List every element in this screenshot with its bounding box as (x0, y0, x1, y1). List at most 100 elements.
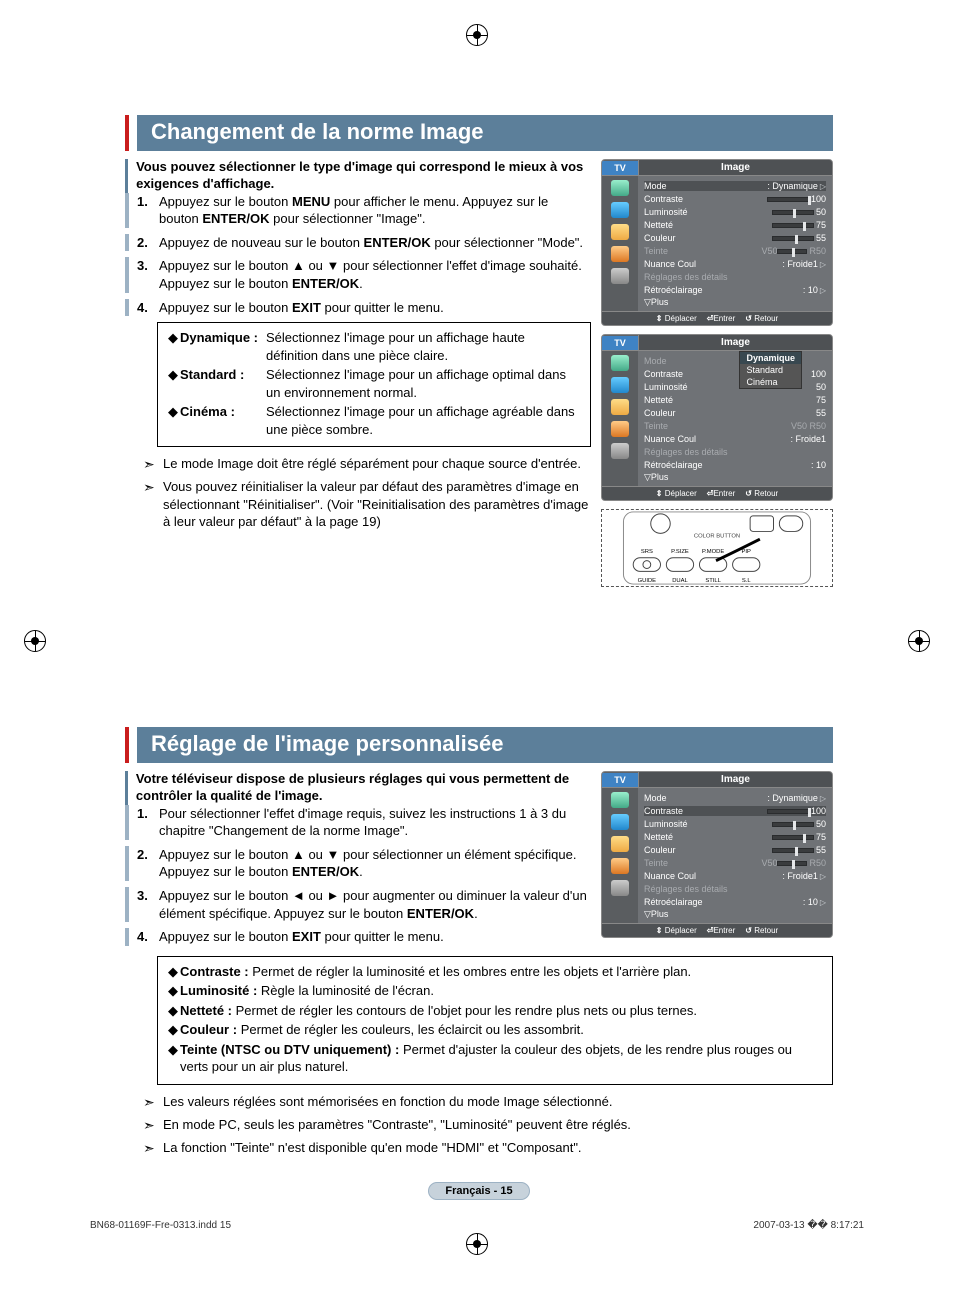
note-icon: ➣ (143, 1116, 163, 1135)
dropdown-item: Dynamique (740, 352, 801, 364)
osd-row-value: : 10 (803, 285, 818, 295)
osd-row-label: Rétroéclairage (644, 460, 756, 470)
page-number: Français - 15 (125, 1182, 833, 1200)
remote-label: COLOR BUTTON (694, 533, 740, 539)
step-text: Appuyez sur le bouton EXIT pour quitter … (159, 299, 591, 317)
note-text: En mode PC, seuls les paramètres "Contra… (163, 1116, 833, 1135)
section-2: Réglage de l'image personnalisée Votre t… (125, 727, 833, 1158)
footer-timestamp: 2007-03-13 �� 8:17:21 (753, 1220, 864, 1231)
intro-text: Votre téléviseur dispose de plusieurs ré… (136, 771, 591, 805)
svg-text:STILL: STILL (705, 578, 721, 584)
svg-text:S.L: S.L (742, 578, 752, 584)
mode-definitions-box: ◆Dynamique :Sélectionnez l'image pour un… (157, 322, 591, 447)
osd-row-value: 50 (816, 819, 826, 829)
osd-row-label: Nuance Coul (644, 434, 756, 444)
box-desc: Sélectionnez l'image pour un affichage a… (266, 403, 580, 438)
osd-row-label: Réglages des détails (644, 884, 826, 894)
osd-row-value: 100 (811, 806, 826, 816)
osd-footer: ⇕ Déplacer⏎Entrer↺ Retour (602, 486, 832, 500)
osd-row-label: Contraste (644, 194, 756, 204)
intro-text: Vous pouvez sélectionner le type d'image… (136, 159, 591, 193)
step-text: Appuyez sur le bouton EXIT pour quitter … (159, 928, 591, 946)
svg-text:P.SIZE: P.SIZE (671, 549, 689, 555)
osd-row-label: Mode (644, 181, 756, 191)
osd-row-value: : Froide1 (782, 871, 818, 881)
box-label: Cinéma : (180, 403, 266, 438)
osd-row-value: 75 (816, 220, 826, 230)
settings-definitions-box: ◆Contraste : Permet de régler la luminos… (157, 956, 833, 1085)
box-desc: Permet de régler les contours de l'objet… (236, 1003, 697, 1018)
note-icon: ➣ (143, 478, 163, 531)
step-text: Appuyez sur le bouton ▲ ou ▼ pour sélect… (159, 846, 591, 881)
registration-mark (908, 630, 930, 652)
osd-row-label: Couleur (644, 845, 756, 855)
osd-row-label: Réglages des détails (644, 272, 826, 282)
step-number: 4. (137, 299, 159, 317)
osd-row-label: ▽Plus (644, 909, 826, 920)
box-label: Contraste : (180, 964, 249, 979)
osd-panel-3: TVImage Mode: Dynamique▷ Contraste100 Lu… (601, 771, 833, 938)
osd-tv-label: TV (602, 773, 638, 787)
osd-row-label: ▽Plus (644, 472, 826, 483)
osd-row-label: Rétroéclairage (644, 897, 756, 907)
registration-mark (466, 1233, 488, 1255)
svg-text:PIP: PIP (742, 549, 752, 555)
osd-row-label: Couleur (644, 233, 756, 243)
box-desc: Sélectionnez l'image pour un affichage h… (266, 329, 580, 364)
osd-row-value: 55 (816, 845, 826, 855)
osd-row-label: Netteté (644, 220, 756, 230)
osd-row-value: : 10 (811, 460, 826, 470)
box-desc: Sélectionnez l'image pour un affichage o… (266, 366, 580, 401)
osd-footer: ⇕ Déplacer⏎Entrer↺ Retour (602, 923, 832, 937)
step-number: 4. (137, 928, 159, 946)
osd-row-value: 50 (816, 207, 826, 217)
box-label: Couleur : (180, 1022, 237, 1037)
osd-row-label: Mode (644, 793, 756, 803)
osd-row-value: : Dynamique (767, 793, 818, 803)
osd-title: Image (638, 160, 832, 175)
svg-text:SRS: SRS (641, 549, 653, 555)
osd-panel-2: TVImage Mode Dynamique Standard Cinéma C… (601, 334, 833, 501)
step-text: Pour sélectionner l'effet d'image requis… (159, 805, 591, 840)
osd-row-value: 75 (816, 832, 826, 842)
osd-row-label: Nuance Coul (644, 259, 756, 269)
osd-row-label: Contraste (644, 806, 756, 816)
osd-sidebar-icons (602, 788, 638, 923)
note-text: Le mode Image doit être réglé séparément… (163, 455, 591, 474)
osd-row-label: Teinte (644, 246, 756, 256)
osd-row-label: Netteté (644, 832, 756, 842)
osd-title: Image (638, 772, 832, 787)
step-number: 1. (137, 805, 159, 840)
intro-accent-bar (125, 771, 128, 805)
osd-row-value: 50 (816, 382, 826, 392)
step-text: Appuyez sur le bouton ◄ ou ► pour augmen… (159, 887, 591, 922)
dropdown-item: Standard (740, 364, 801, 376)
note-text: Vous pouvez réinitialiser la valeur par … (163, 478, 591, 531)
osd-row-value: 75 (816, 395, 826, 405)
osd-row-value: 100 (811, 369, 826, 379)
osd-row-value: : Froide1 (782, 259, 818, 269)
step-text: Appuyez sur le bouton ▲ ou ▼ pour sélect… (159, 257, 591, 292)
remote-illustration: COLOR BUTTON SRS P.SIZE P.MODE PIP GUIDE… (601, 509, 833, 587)
note-icon: ➣ (143, 1093, 163, 1112)
osd-row-value: : Froide1 (790, 434, 826, 444)
osd-sidebar-icons (602, 351, 638, 486)
crop-mark (38, 38, 60, 60)
osd-row-label: Couleur (644, 408, 756, 418)
osd-row-label: Luminosité (644, 819, 756, 829)
osd-panel-1: TVImage Mode: Dynamique▷ Contraste100 Lu… (601, 159, 833, 326)
svg-text:P.MODE: P.MODE (702, 549, 724, 555)
registration-mark (466, 24, 488, 46)
box-label: Luminosité : (180, 983, 257, 998)
svg-text:GUIDE: GUIDE (638, 578, 657, 584)
box-desc: Permet de régler les couleurs, les éclai… (241, 1022, 584, 1037)
osd-row-value: : 10 (803, 897, 818, 907)
section-title: Réglage de l'image personnalisée (137, 727, 833, 763)
osd-row-label: Teinte (644, 421, 756, 431)
section-1: Changement de la norme Image Vous pouvez… (125, 115, 833, 587)
title-accent-bar (125, 115, 129, 151)
note-icon: ➣ (143, 1139, 163, 1158)
box-desc: Règle la luminosité de l'écran. (261, 983, 434, 998)
osd-row-value: : Dynamique (767, 181, 818, 191)
box-label: Dynamique : (180, 329, 266, 364)
